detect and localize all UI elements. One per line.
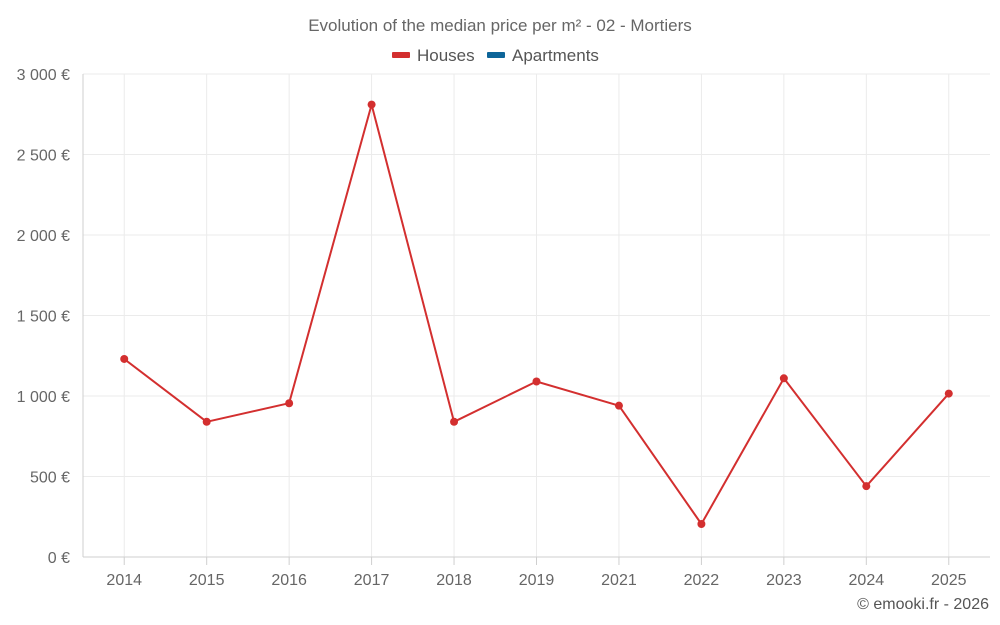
y-tick-label: 1 500 € bbox=[17, 309, 70, 326]
data-point-houses[interactable] bbox=[532, 377, 541, 386]
legend-swatch-houses bbox=[392, 52, 410, 58]
x-tick-label: 2019 bbox=[519, 572, 555, 589]
credit-text: © emooki.fr - 2026 bbox=[857, 596, 989, 613]
gridlines bbox=[83, 73, 990, 557]
legend-label-houses: Houses bbox=[417, 46, 475, 65]
x-tick-label: 2024 bbox=[849, 572, 885, 589]
legend-item-houses[interactable]: Houses bbox=[392, 46, 475, 65]
y-tick-label: 3 000 € bbox=[17, 67, 70, 84]
y-tick-label: 1 000 € bbox=[17, 389, 70, 406]
data-point-houses[interactable] bbox=[367, 100, 376, 109]
data-point-houses[interactable] bbox=[779, 374, 788, 383]
legend-swatch-apartments bbox=[487, 52, 505, 58]
y-tick-label: 500 € bbox=[30, 470, 70, 487]
data-point-houses[interactable] bbox=[944, 389, 953, 398]
x-tick-label: 2018 bbox=[436, 572, 472, 589]
x-tick-label: 2025 bbox=[931, 572, 967, 589]
data-point-houses[interactable] bbox=[285, 399, 294, 408]
x-tick-label: 2016 bbox=[271, 572, 307, 589]
data-point-houses[interactable] bbox=[862, 482, 871, 491]
x-tick-label: 2015 bbox=[189, 572, 225, 589]
x-axis-ticks: 2014 2015 2016 2017 2018 2019 2021 2022 2023 2024… bbox=[106, 557, 967, 589]
legend-item-apartments[interactable]: Apartments bbox=[487, 46, 599, 65]
y-tick-label: 2 500 € bbox=[17, 148, 70, 165]
x-tick-label: 2014 bbox=[106, 572, 142, 589]
chart-title: Evolution of the median price per m² - 0… bbox=[308, 16, 692, 35]
data-point-houses[interactable] bbox=[614, 401, 623, 410]
data-point-houses[interactable] bbox=[202, 417, 211, 426]
data-point-houses[interactable] bbox=[120, 354, 129, 363]
legend-label-apartments: Apartments bbox=[512, 46, 599, 65]
legend: Houses Apartments bbox=[392, 46, 599, 65]
y-axis-ticks: 0 € 500 € 1 000 € 1 500 € 2 000 € 2 500 € 3 00… bbox=[17, 67, 70, 567]
series bbox=[120, 100, 953, 528]
x-tick-label: 2022 bbox=[684, 572, 720, 589]
y-tick-label: 0 € bbox=[48, 550, 70, 567]
y-tick-label: 2 000 € bbox=[17, 228, 70, 245]
data-point-houses[interactable] bbox=[450, 417, 459, 426]
data-point-houses[interactable] bbox=[697, 519, 706, 528]
x-tick-label: 2023 bbox=[766, 572, 802, 589]
x-tick-label: 2017 bbox=[354, 572, 390, 589]
x-tick-label: 2021 bbox=[601, 572, 637, 589]
